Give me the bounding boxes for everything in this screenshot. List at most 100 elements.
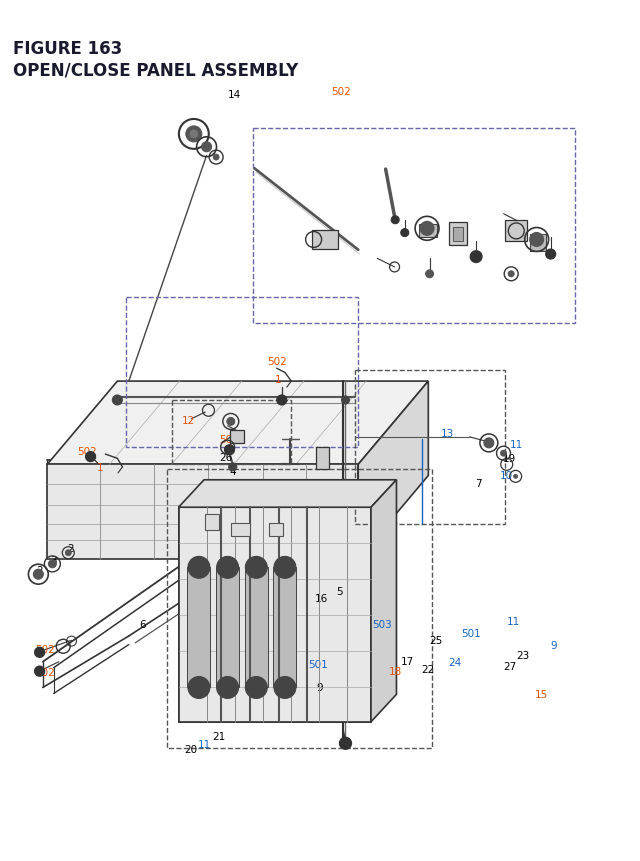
Circle shape <box>35 647 45 658</box>
Text: 22: 22 <box>422 665 435 675</box>
Circle shape <box>426 270 433 278</box>
Text: 27: 27 <box>503 661 516 672</box>
Text: 8: 8 <box>290 597 296 607</box>
Circle shape <box>508 271 514 277</box>
Circle shape <box>217 677 239 698</box>
Text: OPEN/CLOSE PANEL ASSEMBLY: OPEN/CLOSE PANEL ASSEMBLY <box>13 62 298 80</box>
Polygon shape <box>452 227 463 242</box>
Bar <box>505 220 527 242</box>
Bar <box>245 567 268 688</box>
Polygon shape <box>371 480 396 722</box>
Text: 9: 9 <box>550 641 557 651</box>
Circle shape <box>49 561 56 568</box>
Bar <box>253 129 575 324</box>
Text: 6: 6 <box>140 619 146 629</box>
Text: 9: 9 <box>317 682 323 692</box>
Text: 502: 502 <box>220 434 239 444</box>
Circle shape <box>190 131 198 139</box>
Text: 3: 3 <box>51 555 57 565</box>
Polygon shape <box>179 480 396 508</box>
Text: 26: 26 <box>220 452 233 462</box>
Text: 19: 19 <box>502 454 516 464</box>
Circle shape <box>391 216 399 225</box>
Circle shape <box>188 677 210 698</box>
Polygon shape <box>47 465 358 559</box>
Text: 11: 11 <box>506 616 520 627</box>
Bar <box>167 469 431 747</box>
Circle shape <box>401 229 409 238</box>
Text: 501: 501 <box>308 660 328 670</box>
Text: FIGURE 163: FIGURE 163 <box>13 40 122 59</box>
Circle shape <box>35 666 45 677</box>
Text: 11: 11 <box>509 439 523 449</box>
Circle shape <box>342 397 349 405</box>
Text: 12: 12 <box>182 415 195 425</box>
Text: 21: 21 <box>212 732 226 741</box>
Bar <box>531 235 546 252</box>
Text: 502: 502 <box>331 87 351 97</box>
Polygon shape <box>358 381 428 559</box>
Circle shape <box>186 127 202 143</box>
Text: 25: 25 <box>429 635 443 646</box>
Circle shape <box>33 569 44 579</box>
Text: 24: 24 <box>449 657 461 667</box>
Text: 502: 502 <box>35 667 54 678</box>
Bar <box>230 430 244 443</box>
Text: 503: 503 <box>372 619 392 629</box>
Text: 17: 17 <box>401 656 415 666</box>
Circle shape <box>514 474 518 479</box>
Bar <box>419 225 436 238</box>
Circle shape <box>113 395 122 406</box>
Text: 16: 16 <box>315 593 328 604</box>
Circle shape <box>228 463 237 471</box>
Circle shape <box>546 250 556 260</box>
Circle shape <box>500 450 506 456</box>
Circle shape <box>86 452 95 462</box>
Circle shape <box>188 557 210 579</box>
Text: 2: 2 <box>36 565 43 575</box>
Circle shape <box>202 143 212 152</box>
Bar <box>312 231 338 250</box>
Text: 18: 18 <box>388 666 402 677</box>
Text: 14: 14 <box>227 90 241 100</box>
Polygon shape <box>179 508 371 722</box>
Text: 11: 11 <box>197 740 211 749</box>
Text: 501: 501 <box>461 629 481 639</box>
Circle shape <box>217 557 239 579</box>
Polygon shape <box>47 381 428 465</box>
Text: 4: 4 <box>229 467 236 477</box>
Text: 5: 5 <box>336 586 342 597</box>
Text: 13: 13 <box>441 428 454 438</box>
Bar <box>172 400 291 465</box>
Bar <box>269 523 283 536</box>
Circle shape <box>339 737 351 749</box>
Bar <box>205 515 220 530</box>
Bar <box>316 448 329 469</box>
Text: 23: 23 <box>516 650 529 660</box>
Text: 2: 2 <box>67 543 74 553</box>
Circle shape <box>530 233 543 247</box>
Circle shape <box>420 222 434 236</box>
Bar <box>216 567 239 688</box>
Circle shape <box>276 395 287 406</box>
Text: 20: 20 <box>185 745 198 754</box>
Bar <box>125 298 358 448</box>
Bar <box>188 567 211 688</box>
Bar <box>355 370 505 525</box>
Polygon shape <box>449 223 467 246</box>
Text: 1: 1 <box>275 374 282 384</box>
Text: 502: 502 <box>35 644 54 654</box>
Text: 502: 502 <box>268 357 287 367</box>
Circle shape <box>245 677 268 698</box>
Circle shape <box>274 677 296 698</box>
Text: 502: 502 <box>77 446 97 456</box>
Circle shape <box>227 418 235 426</box>
Circle shape <box>65 550 71 556</box>
Text: 1: 1 <box>97 462 104 473</box>
Circle shape <box>484 438 494 449</box>
Text: 7: 7 <box>475 479 481 489</box>
Text: 10: 10 <box>500 470 513 480</box>
Circle shape <box>213 155 219 161</box>
Bar <box>273 567 296 688</box>
Bar <box>231 523 250 536</box>
